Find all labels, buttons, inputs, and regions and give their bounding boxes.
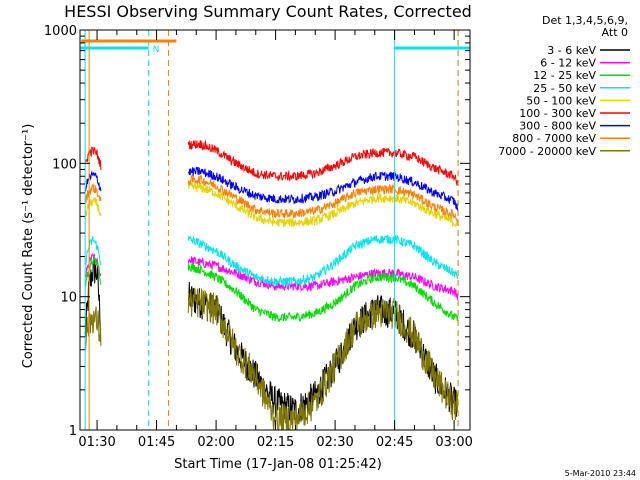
x-axis-label: Start Time (17-Jan-08 01:25:42): [174, 457, 382, 472]
series-line-0-segment-0: [84, 256, 102, 338]
y-tick-label-1: 10: [60, 291, 77, 306]
series-line-8-segment-1: [187, 287, 459, 431]
legend-label-6: 300 - 800 keV: [519, 120, 596, 133]
legend-label-7: 800 - 7000 keV: [512, 132, 596, 145]
series-line-7-segment-0: [84, 184, 102, 203]
legend-header-1: Att 0: [602, 26, 628, 39]
series-line-5-segment-0: [84, 146, 102, 171]
series-line-6-segment-1: [187, 166, 459, 212]
legend-header-0: Det 1,3,4,5,6,9,: [542, 14, 628, 27]
series-line-3-segment-0: [84, 236, 102, 266]
y-tick-label-2: 100: [52, 157, 77, 172]
series-line-7-segment-1: [187, 174, 458, 224]
series-line-2-segment-0: [84, 255, 102, 287]
series-line-6-segment-0: [84, 170, 102, 192]
series-line-8-segment-0: [84, 306, 102, 350]
segment-label-0: N: [153, 45, 160, 55]
series-line-2-segment-1: [187, 262, 459, 322]
y-tick-label-3: 1000: [44, 24, 77, 39]
x-tick-label-4: 02:30: [316, 435, 353, 450]
legend-label-2: 12 - 25 keV: [533, 69, 596, 82]
series-line-4-segment-1: [187, 181, 459, 228]
series-line-4-segment-0: [84, 197, 102, 219]
chart-title: HESSI Observing Summary Count Rates, Cor…: [64, 2, 472, 21]
legend-label-0: 3 - 6 keV: [547, 44, 596, 57]
plot-timestamp: 5-Mar-2010 23:44: [565, 469, 636, 478]
x-tick-label-5: 02:45: [376, 435, 413, 450]
legend-label-8: 7000 - 20000 keV: [498, 145, 596, 158]
legend-label-5: 100 - 300 keV: [519, 107, 596, 120]
plot-area: N: [80, 30, 470, 431]
x-tick-label-6: 03:00: [435, 435, 472, 450]
series-line-3-segment-1: [187, 234, 459, 287]
axes: 1 10 100 1000 01:30 01:45 02:00 02:15 02:30 02:45…: [44, 24, 473, 450]
y-axis-label: Corrected Count Rate (s⁻¹ detector⁻¹): [21, 124, 36, 369]
legend-label-3: 25 - 50 keV: [533, 82, 596, 95]
legend-label-1: 6 - 12 keV: [540, 57, 596, 70]
series-line-5-segment-1: [187, 139, 459, 186]
series-line-1-segment-1: [187, 256, 459, 301]
y-tick-label-0: 1: [69, 424, 77, 439]
legend-label-4: 50 - 100 keV: [526, 94, 596, 107]
x-tick-label-3: 02:15: [257, 435, 294, 450]
x-tick-label-0: 01:30: [78, 435, 115, 450]
plot-frame: [79, 29, 471, 431]
x-tick-label-1: 01:45: [138, 435, 175, 450]
x-tick-label-2: 02:00: [197, 435, 234, 450]
